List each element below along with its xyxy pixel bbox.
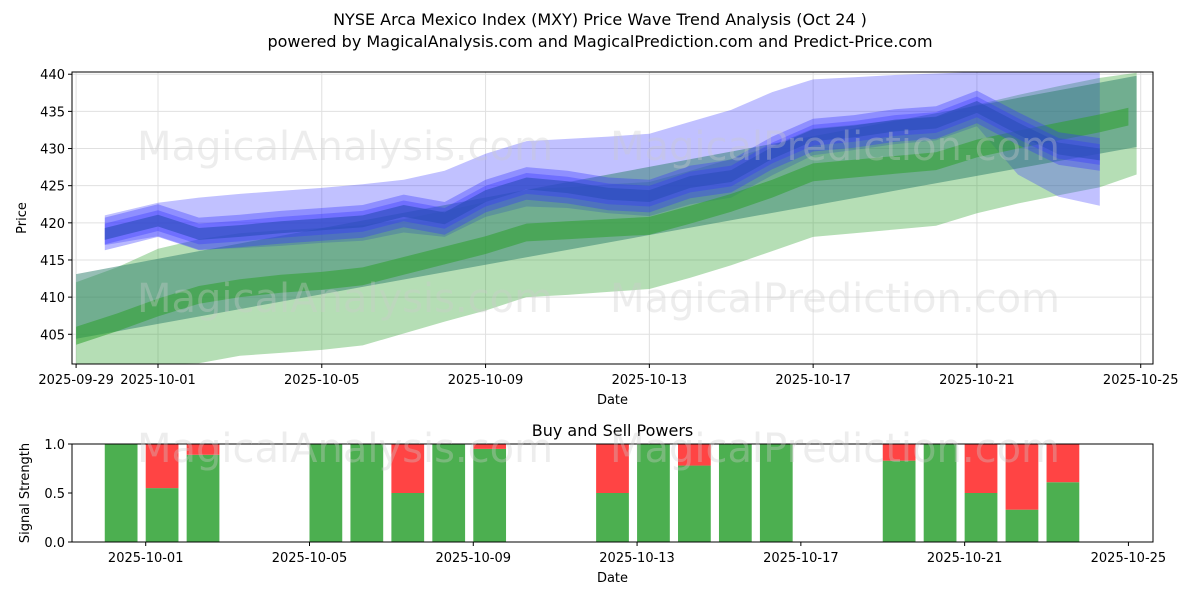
watermark-top-left: MagicalAnalysis.com	[137, 124, 553, 170]
chart-title-line-2: powered by MagicalAnalysis.com and Magic…	[267, 32, 932, 51]
bottom-chart-title: Buy and Sell Powers	[532, 421, 694, 440]
buy-bar-2025-10-23	[1046, 482, 1080, 542]
blue-wave-band-layer-2	[104, 101, 1100, 240]
blue-envelope-band	[104, 72, 1100, 250]
sell-bar-2025-10-22	[1005, 444, 1039, 510]
top-y-tick-label-2: 415	[40, 254, 65, 269]
bottom-y-axis-label: Signal Strength	[18, 443, 33, 543]
sell-bar-2025-10-09	[473, 444, 507, 449]
top-y-tick-label-7: 440	[40, 68, 65, 83]
top-x-tick-label-0: 2025-09-29	[38, 373, 114, 388]
price-wave-plot: 405 410 415 420 425 430 435 440 2025-09-29 2025-1…	[15, 68, 1178, 408]
top-x-tick-label-7: 2025-10-25	[1103, 373, 1179, 388]
bottom-x-tick-label-2: 2025-10-09	[435, 551, 511, 566]
sell-bar-2025-10-01	[145, 444, 179, 489]
buy-bar-2025-10-02	[186, 454, 220, 542]
buy-bar-2025-09-30	[104, 444, 138, 542]
bottom-y-tick-label-2: 1.0	[44, 438, 65, 453]
sell-bar-2025-10-14	[678, 444, 711, 466]
top-y-axis-label: Price	[15, 202, 30, 234]
buy-bar-2025-10-19	[882, 460, 916, 542]
watermark-bottom-left: MagicalAnalysis.com	[137, 426, 553, 472]
top-y-tick-label-6: 435	[40, 105, 65, 120]
sell-bar-2025-10-07	[391, 444, 425, 493]
buy-bar-2025-10-15	[718, 444, 752, 542]
buy-bar-2025-10-07	[391, 493, 425, 542]
bottom-x-axis-label: Date	[597, 571, 628, 586]
top-y-tick-label-5: 430	[40, 143, 65, 158]
bottom-y-tick-label-0: 0.0	[44, 536, 65, 551]
top-x-tick-label-4: 2025-10-13	[612, 373, 688, 388]
chart-title-line-1: NYSE Arca Mexico Index (MXY) Price Wave …	[333, 10, 867, 29]
green-trend-center-band	[76, 107, 1129, 345]
sell-bar-2025-10-12	[596, 444, 629, 493]
sell-bar-2025-10-23	[1046, 444, 1080, 483]
bottom-x-tick-label-4: 2025-10-17	[763, 551, 839, 566]
buy-sell-plot: Buy and Sell Powers 0.0 0.5 1.0 2025-10-01 20…	[18, 421, 1166, 586]
buy-bar-2025-10-06	[350, 444, 384, 542]
top-x-tick-label-1: 2025-10-01	[120, 373, 196, 388]
bottom-x-tick-label-1: 2025-10-05	[272, 551, 348, 566]
buy-bar-2025-10-01	[145, 488, 179, 542]
buy-bar-2025-10-09	[473, 448, 507, 542]
buy-bar-2025-10-12	[596, 493, 629, 542]
bottom-y-tick-label-1: 0.5	[44, 487, 65, 502]
buy-bar-2025-10-16	[759, 444, 793, 542]
bottom-x-tick-label-6: 2025-10-25	[1091, 551, 1167, 566]
bottom-x-tick-label-3: 2025-10-13	[599, 551, 675, 566]
buy-bar-2025-10-22	[1005, 509, 1039, 542]
top-y-tick-label-3: 420	[40, 217, 65, 232]
watermark-mid-right: MagicalPrediction.com	[610, 276, 1060, 322]
top-y-tick-label-4: 425	[40, 180, 65, 195]
watermark-bottom-right: MagicalPrediction.com	[610, 426, 1060, 472]
buy-bar-2025-10-20	[923, 444, 957, 542]
bottom-x-tick-label-5: 2025-10-21	[927, 551, 1003, 566]
sell-bar-2025-10-19	[882, 444, 916, 461]
buy-bar-2025-10-05	[309, 444, 343, 542]
top-x-tick-label-3: 2025-10-09	[448, 373, 524, 388]
top-y-tick-label-0: 405	[40, 328, 65, 343]
top-y-tick-label-1: 410	[40, 291, 65, 306]
top-x-axis-label: Date	[597, 393, 628, 408]
top-x-tick-label-5: 2025-10-17	[775, 373, 851, 388]
buy-bar-2025-10-21	[964, 493, 998, 542]
watermark-top-right: MagicalPrediction.com	[610, 124, 1060, 170]
top-x-tick-label-6: 2025-10-21	[939, 373, 1015, 388]
top-series-layer	[76, 72, 1137, 364]
bottom-x-tick-label-0: 2025-10-01	[108, 551, 184, 566]
watermark-mid-left: MagicalAnalysis.com	[137, 276, 553, 322]
top-x-tick-label-2: 2025-10-05	[284, 373, 360, 388]
buy-bar-2025-10-13	[637, 444, 670, 542]
sell-bar-2025-10-02	[186, 444, 220, 455]
top-plot-frame	[71, 71, 1154, 365]
sell-bar-2025-10-21	[964, 444, 998, 493]
buy-bar-2025-10-14	[678, 465, 711, 542]
buy-bar-2025-10-08	[432, 444, 466, 542]
